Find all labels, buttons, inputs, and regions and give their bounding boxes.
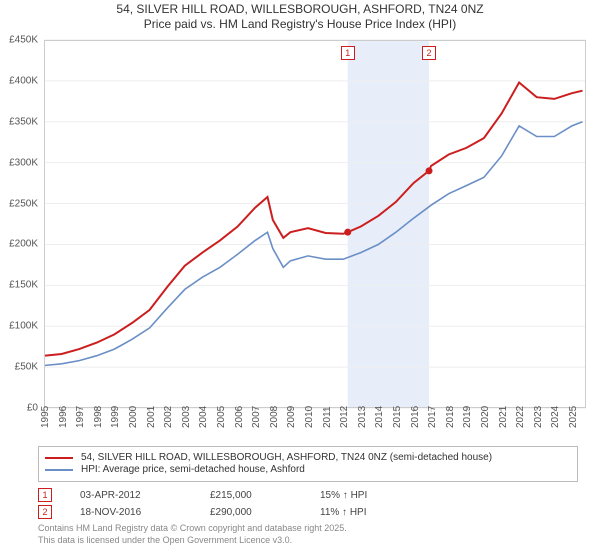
attribution-line-2: This data is licensed under the Open Gov… <box>38 535 578 547</box>
x-tick-label: 2003 <box>181 406 192 428</box>
x-tick-label: 2025 <box>568 406 579 428</box>
legend-item: HPI: Average price, semi-detached house,… <box>45 464 571 475</box>
y-tick-label: £150K <box>9 280 38 291</box>
y-tick-label: £200K <box>9 239 38 250</box>
sale-number-badge: 2 <box>38 505 52 519</box>
x-tick-label: 2016 <box>410 406 421 428</box>
x-tick-label: 2004 <box>198 406 209 428</box>
x-tick-label: 2021 <box>498 406 509 428</box>
sale-date: 18-NOV-2016 <box>80 507 210 518</box>
title-subtitle: Price paid vs. HM Land Registry's House … <box>0 17 600 31</box>
x-tick-label: 2007 <box>251 406 262 428</box>
sale-row: 1 03-APR-2012£215,00015% ↑ HPI <box>38 488 578 502</box>
annotation-marker: 2 <box>422 46 436 60</box>
x-tick-label: 2011 <box>322 406 333 428</box>
x-tick-label: 1996 <box>58 406 69 428</box>
y-tick-label: £100K <box>9 321 38 332</box>
x-tick-label: 2005 <box>216 406 227 428</box>
attribution-line-1: Contains HM Land Registry data © Crown c… <box>38 523 578 535</box>
x-tick-label: 2009 <box>286 406 297 428</box>
y-tick-label: £50K <box>15 362 38 373</box>
x-tick-label: 2015 <box>392 406 403 428</box>
sale-row: 2 18-NOV-2016£290,00011% ↑ HPI <box>38 505 578 519</box>
x-tick-label: 2010 <box>304 406 315 428</box>
sale-number-badge: 1 <box>38 488 52 502</box>
chart-border <box>44 40 586 408</box>
x-tick-label: 2023 <box>533 406 544 428</box>
sale-date: 03-APR-2012 <box>80 490 210 501</box>
x-tick-label: 2013 <box>357 406 368 428</box>
sale-pct-vs-hpi: 11% ↑ HPI <box>320 507 430 518</box>
legend-label: HPI: Average price, semi-detached house,… <box>81 464 305 475</box>
legend-label: 54, SILVER HILL ROAD, WILLESBOROUGH, ASH… <box>81 452 492 463</box>
legend-swatch <box>45 469 73 471</box>
y-tick-label: £450K <box>9 35 38 46</box>
x-tick-label: 2017 <box>427 406 438 428</box>
y-axis-labels: £0£50K£100K£150K£200K£250K£300K£350K£400… <box>0 40 42 408</box>
y-tick-label: £300K <box>9 157 38 168</box>
x-tick-label: 2018 <box>445 406 456 428</box>
x-tick-label: 2012 <box>339 406 350 428</box>
y-tick-label: £0 <box>27 403 38 414</box>
x-tick-label: 2000 <box>128 406 139 428</box>
x-tick-label: 2014 <box>374 406 385 428</box>
footer-block: 54, SILVER HILL ROAD, WILLESBOROUGH, ASH… <box>38 446 578 546</box>
y-tick-label: £400K <box>9 75 38 86</box>
legend-item: 54, SILVER HILL ROAD, WILLESBOROUGH, ASH… <box>45 452 571 463</box>
sale-price: £290,000 <box>210 507 320 518</box>
legend-box: 54, SILVER HILL ROAD, WILLESBOROUGH, ASH… <box>38 446 578 482</box>
x-tick-label: 1997 <box>75 406 86 428</box>
x-tick-label: 2001 <box>146 406 157 428</box>
y-tick-label: £350K <box>9 116 38 127</box>
x-tick-label: 2019 <box>462 406 473 428</box>
x-tick-label: 2008 <box>269 406 280 428</box>
annotation-marker: 1 <box>341 46 355 60</box>
x-tick-label: 1999 <box>110 406 121 428</box>
x-tick-label: 2002 <box>163 406 174 428</box>
chart-plot-area: 12 <box>44 40 586 408</box>
legend-swatch <box>45 457 73 459</box>
x-tick-label: 2024 <box>550 406 561 428</box>
attribution: Contains HM Land Registry data © Crown c… <box>38 523 578 546</box>
title-block: 54, SILVER HILL ROAD, WILLESBOROUGH, ASH… <box>0 0 600 31</box>
x-tick-label: 2020 <box>480 406 491 428</box>
sale-pct-vs-hpi: 15% ↑ HPI <box>320 490 430 501</box>
x-axis-labels: 1995199619971998199920002001200220032004… <box>44 410 586 448</box>
x-tick-label: 1995 <box>40 406 51 428</box>
sale-price: £215,000 <box>210 490 320 501</box>
x-tick-label: 2006 <box>234 406 245 428</box>
x-tick-label: 1998 <box>93 406 104 428</box>
x-tick-label: 2022 <box>515 406 526 428</box>
chart-container: 54, SILVER HILL ROAD, WILLESBOROUGH, ASH… <box>0 0 600 560</box>
y-tick-label: £250K <box>9 198 38 209</box>
title-address: 54, SILVER HILL ROAD, WILLESBOROUGH, ASH… <box>0 2 600 16</box>
